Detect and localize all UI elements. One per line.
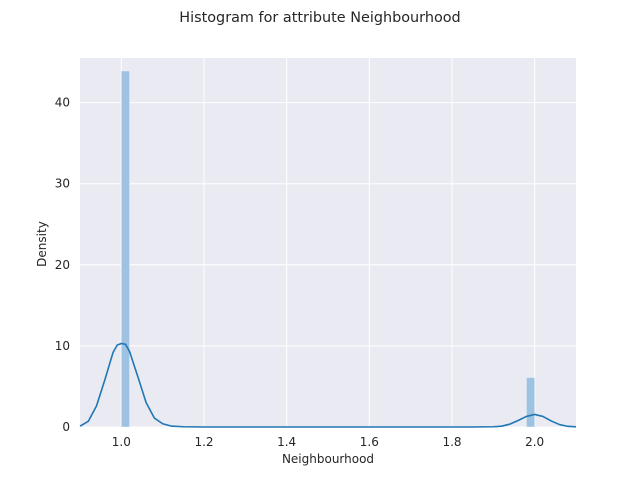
y-tick-label: 20 [55,258,70,272]
y-tick-label: 10 [55,339,70,353]
y-axis-label: Density [35,221,49,267]
histogram-bar [526,377,535,428]
x-tick-label: 2.0 [525,435,544,449]
y-tick-label: 30 [55,177,70,191]
kde-curve-layer [79,342,577,428]
x-tick-label: 1.6 [360,435,379,449]
x-tick-label: 1.4 [277,435,296,449]
histogram-bars [121,70,535,428]
grid-lines [80,58,576,428]
chart-title: Histogram for attribute Neighbourhood [179,10,460,26]
tick-labels: 1.0 1.2 1.4 1.6 1.8 2.0 0 10 20 30 40 [55,96,544,449]
y-tick-label: 40 [55,96,70,110]
x-tick-label: 1.8 [442,435,461,449]
x-axis-label: Neighbourhood [282,452,374,466]
y-tick-label: 0 [62,420,70,434]
plot-area [80,58,576,427]
x-tick-label: 1.2 [194,435,213,449]
kde-curve [79,342,577,428]
x-tick-label: 1.0 [112,435,131,449]
histogram-bar [121,70,130,428]
